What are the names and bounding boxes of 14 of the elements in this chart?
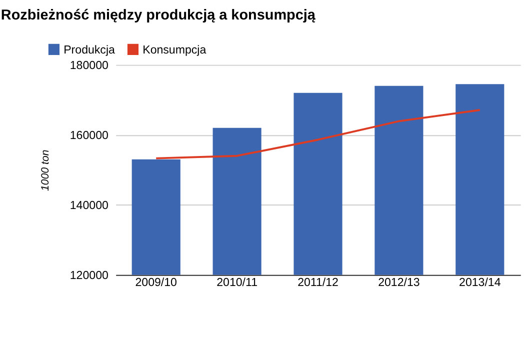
line-series — [155, 109, 481, 160]
y-axis-title: 1000 ton — [40, 150, 52, 191]
y-tick-label: 140000 — [70, 200, 108, 212]
x-tick-label: 2012/13 — [378, 276, 420, 289]
y-tick-label: 180000 — [70, 60, 108, 72]
x-tick-label: 2013/14 — [459, 276, 502, 289]
legend-label: Konsumpcja — [142, 44, 207, 56]
y-tick-label: 120000 — [70, 270, 108, 282]
x-tick-label: 2011/12 — [298, 276, 338, 289]
x-tick-label: 2009/10 — [135, 276, 177, 289]
y-tick-label: 160000 — [70, 130, 108, 142]
x-tick-label: 2010/11 — [216, 276, 258, 289]
chart-title: Rozbieżność między produkcją a konsumpcją — [0, 8, 316, 24]
legend-label: Produkcja — [64, 44, 116, 56]
